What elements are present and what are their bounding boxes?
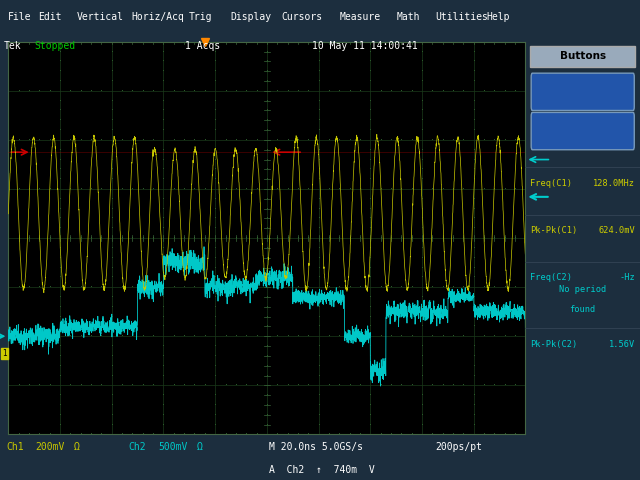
Text: Edit: Edit (38, 12, 62, 22)
Text: Vertical: Vertical (77, 12, 124, 22)
Text: Trig: Trig (189, 12, 212, 22)
FancyBboxPatch shape (531, 112, 634, 150)
Text: Ch1: Ch1 (6, 442, 24, 452)
Text: 200mV: 200mV (35, 442, 65, 452)
Text: Ω: Ω (196, 442, 202, 452)
Text: Measure: Measure (339, 12, 380, 22)
Text: No period: No period (559, 285, 606, 294)
Text: Tek: Tek (4, 41, 22, 50)
Text: Display: Display (230, 12, 271, 22)
Text: Pk-Pk(C1): Pk-Pk(C1) (530, 226, 577, 235)
Text: 200ps/pt: 200ps/pt (435, 442, 482, 452)
Text: Utilities: Utilities (435, 12, 488, 22)
Text: Freq(C2): Freq(C2) (530, 274, 572, 282)
Text: Stopped: Stopped (34, 41, 76, 50)
Text: Math: Math (397, 12, 420, 22)
Text: Horiz/Acq: Horiz/Acq (131, 12, 184, 22)
Text: Cursors: Cursors (282, 12, 323, 22)
Text: Pk-Pk(C2): Pk-Pk(C2) (530, 340, 577, 349)
Text: 1 Acqs: 1 Acqs (185, 41, 220, 50)
Text: 10 May 11 14:00:41: 10 May 11 14:00:41 (312, 41, 418, 50)
FancyBboxPatch shape (531, 73, 634, 110)
Text: File: File (8, 12, 31, 22)
Text: -Hz: -Hz (620, 274, 636, 282)
Text: 500mV: 500mV (158, 442, 188, 452)
Text: M 20.0ns 5.0GS/s: M 20.0ns 5.0GS/s (269, 442, 363, 452)
Text: Buttons: Buttons (559, 51, 606, 61)
Text: A  Ch2  ↑  740m  V: A Ch2 ↑ 740m V (269, 465, 374, 475)
Text: 624.0mV: 624.0mV (598, 226, 636, 235)
Text: 1.56V: 1.56V (609, 340, 636, 349)
Text: 128.0MHz: 128.0MHz (593, 179, 636, 188)
Text: Help: Help (486, 12, 510, 22)
Text: Ω: Ω (74, 442, 79, 452)
Text: Freq(C1): Freq(C1) (530, 179, 572, 188)
FancyBboxPatch shape (530, 46, 636, 67)
Text: found: found (570, 305, 596, 314)
Text: Ch2: Ch2 (128, 442, 146, 452)
Text: 1: 1 (2, 349, 6, 358)
